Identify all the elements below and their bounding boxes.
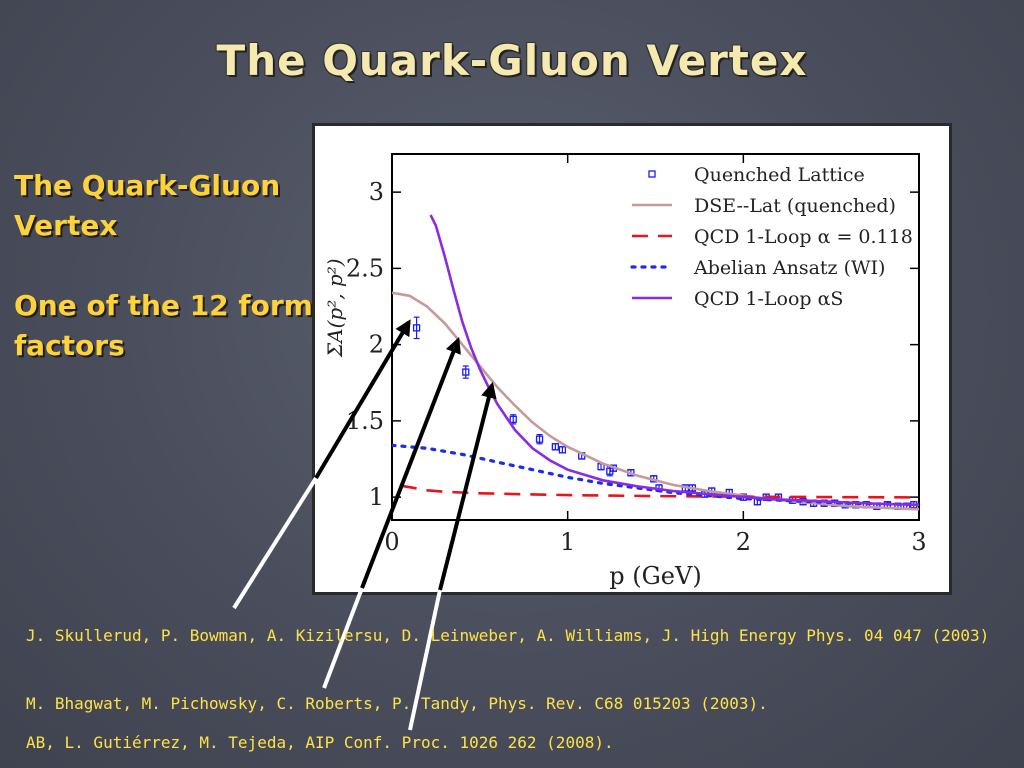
- legend-label: QCD 1-Loop αS: [694, 288, 843, 310]
- x-tick-label: 3: [911, 528, 926, 556]
- slide-title: The Quark-Gluon Vertex: [216, 36, 808, 85]
- arrow-1-shaft-black: [314, 319, 411, 480]
- arrow-2: [322, 337, 461, 689]
- lattice-point: [412, 324, 421, 332]
- x-tick-label: 0: [384, 528, 399, 556]
- x-axis-label: p (GeV): [609, 562, 701, 590]
- side-heading: The Quark-Gluon Vertex: [14, 169, 281, 242]
- legend-label: QCD 1-Loop α = 0.118: [694, 226, 913, 248]
- series-line-2: [400, 484, 919, 499]
- axes-group: 0 1 2 311.522.53p (GeV)ΣA(p², p²): [323, 153, 927, 590]
- reference-2: M. Bhagwat, M. Pichowsky, C. Roberts, P.…: [26, 694, 768, 713]
- arrow-1-shaft-white: [232, 476, 318, 610]
- legend-marker: [648, 170, 656, 178]
- arrow-3: [408, 381, 497, 731]
- lattice-point: [558, 446, 567, 454]
- y-tick-label: 3: [369, 178, 384, 206]
- arrow-3-shaft-white: [408, 589, 442, 731]
- arrow-2-shaft-black: [360, 337, 461, 589]
- series-group: [392, 214, 919, 511]
- series-line-1: [392, 291, 919, 511]
- lattice-point: [509, 415, 517, 424]
- reference-3: AB, L. Gutiérrez, M. Tejeda, AIP Conf. P…: [26, 733, 614, 752]
- y-tick-label: 2.5: [346, 254, 384, 282]
- lattice-point: [462, 368, 470, 376]
- series-line-4: [429, 214, 919, 507]
- reference-1: J. Skullerud, P. Bowman, A. Kizilersu, D…: [26, 626, 990, 645]
- arrow-1: [232, 319, 411, 610]
- arrow-3-shaft-black: [438, 381, 497, 591]
- y-axis-label: ΣA(p², p²): [323, 258, 347, 358]
- arrow-2-shaft-white: [322, 587, 364, 689]
- chart-frame: 0 1 2 3 1 1.5 2 2.5 3 p (GeV) ΣA(p², p²) Quenched …: [312, 123, 952, 595]
- y-tick-label: 1: [369, 483, 384, 511]
- legend-group: Quenched Lattice DSE--Lat (quenched) QCD 1…: [630, 164, 913, 310]
- y-tick-label: 2: [369, 331, 384, 359]
- side-note: One of the 12 form factors: [14, 289, 313, 362]
- lattice-point: [551, 443, 560, 451]
- legend-label: Quenched Lattice: [694, 164, 865, 186]
- plot-frame: [391, 153, 920, 521]
- legend-label: DSE--Lat (quenched): [694, 195, 896, 217]
- slide-title-wrap: The Quark-Gluon Vertex: [0, 36, 1024, 85]
- lattice-point: [535, 435, 544, 443]
- legend-label: Abelian Ansatz (WI): [693, 257, 885, 279]
- x-tick-label: 2: [736, 528, 751, 556]
- x-tick-label: 1: [560, 528, 575, 556]
- chart-svg: 0 1 2 311.522.53p (GeV)ΣA(p², p²) Quenched …: [323, 153, 927, 590]
